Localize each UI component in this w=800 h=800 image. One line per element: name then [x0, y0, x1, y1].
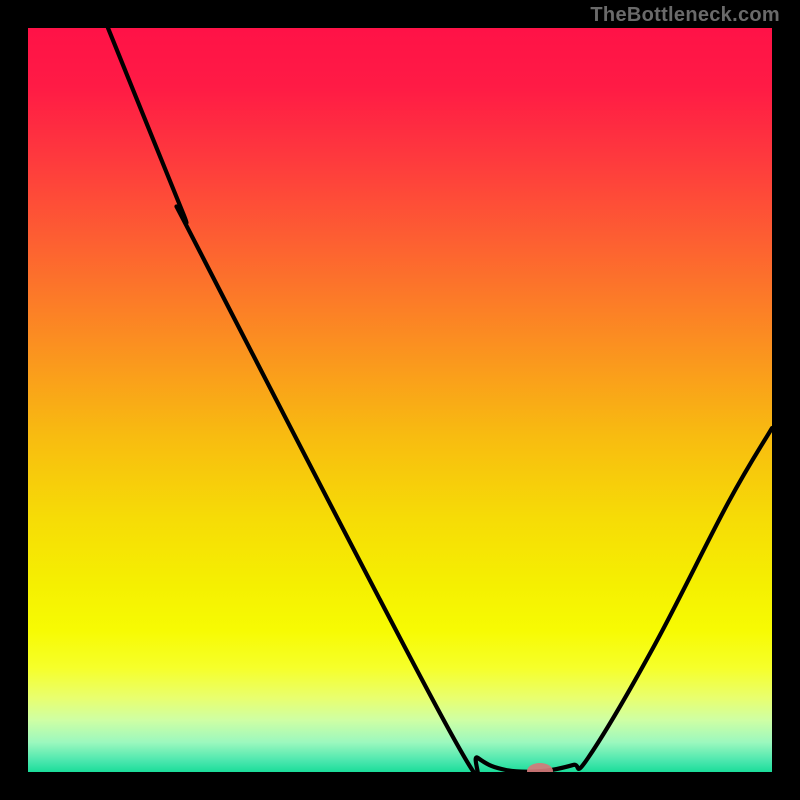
bottleneck-chart-svg — [28, 28, 772, 772]
plot-area — [28, 28, 772, 772]
watermark-text: TheBottleneck.com — [590, 4, 780, 27]
gradient-rect — [28, 28, 772, 772]
chart-outer: TheBottleneck.com — [0, 0, 800, 800]
